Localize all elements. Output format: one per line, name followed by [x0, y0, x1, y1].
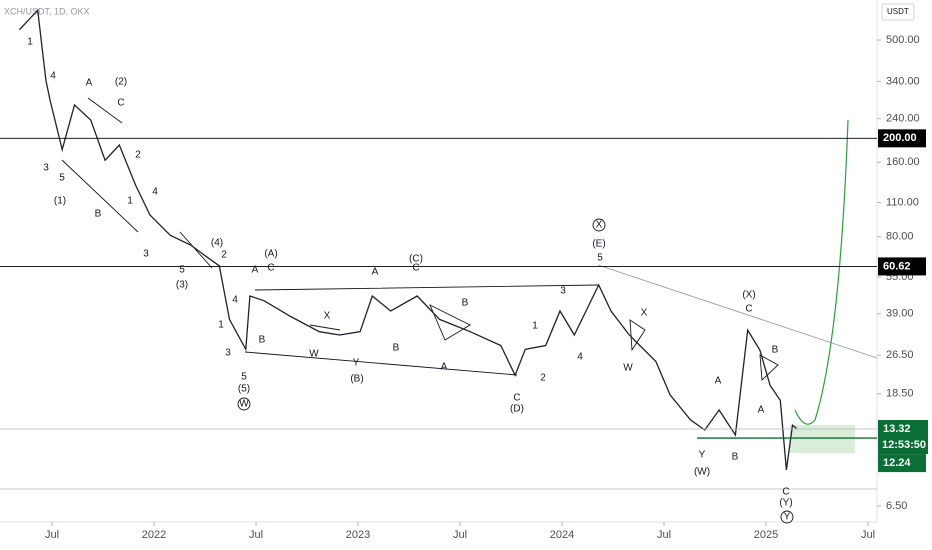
wave-label: A	[715, 376, 722, 387]
wave-label: 4	[232, 295, 238, 306]
wave-label: C	[267, 263, 274, 274]
wave-label: C	[513, 393, 520, 404]
x-tick-label: 2025	[754, 529, 778, 541]
wave-drawings	[61, 97, 779, 381]
wave-label: C	[117, 98, 124, 109]
wave-label: (Y)	[779, 498, 792, 509]
wave-circle	[592, 218, 606, 232]
wave-label: B	[95, 209, 102, 220]
wave-circle	[780, 510, 794, 524]
price-line	[18, 8, 797, 470]
wave-label: 4	[577, 352, 583, 363]
wave-label: (W)	[694, 467, 710, 478]
y-tick-label: 39.00	[886, 308, 914, 320]
x-tick-label: Jul	[453, 529, 467, 541]
x-tick-label: Jul	[861, 529, 875, 541]
x-tick-label: 2024	[550, 529, 574, 541]
level-box	[878, 129, 926, 148]
wave-label: A	[758, 405, 765, 416]
support-box	[878, 454, 926, 473]
wave-label: A	[86, 78, 93, 89]
wave-label: 1	[27, 37, 33, 48]
wave-label: 1	[127, 196, 133, 207]
last-price-label: 13.32	[883, 423, 911, 435]
wave-label: (3)	[176, 280, 188, 291]
y-tick-label: 26.50	[886, 349, 914, 361]
wave-label: B	[462, 298, 469, 309]
wave-label: Y	[699, 450, 706, 461]
level-label: 60.62	[883, 260, 911, 272]
wave-label: X	[324, 311, 331, 322]
wave-label: 3	[225, 348, 231, 359]
wave-label: 5	[59, 173, 65, 184]
wave-label: W	[239, 399, 249, 410]
y-tick-label: 18.50	[886, 388, 914, 400]
x-tick-label: 2023	[346, 529, 370, 541]
wave-label: 3	[143, 249, 149, 260]
projection-path	[794, 119, 849, 425]
wave-label: 2	[540, 373, 546, 384]
target-zone	[790, 425, 855, 453]
ticker-title: XCH/USDT, 1D, OKX	[4, 6, 90, 16]
wave-label: A	[441, 362, 448, 373]
wave-label: A	[252, 265, 259, 276]
y-tick-label: 340.00	[886, 75, 920, 87]
wave-label: X	[596, 220, 603, 231]
wave-label: B	[393, 343, 400, 354]
wave-label: 3	[560, 286, 566, 297]
y-tick-label: 6.50	[886, 500, 907, 512]
wave-label: (5)	[238, 384, 250, 395]
wave-label: 3	[43, 163, 49, 174]
countdown: 12:53:50	[882, 439, 926, 451]
wave-label: 4	[152, 187, 158, 198]
wave-label: C	[412, 263, 419, 274]
wave-label: (A)	[264, 249, 277, 260]
wave-label: (1)	[54, 196, 66, 207]
wave-label: 4	[50, 71, 56, 82]
wave-label: 2	[135, 150, 141, 161]
currency-badge	[881, 3, 915, 21]
y-tick-label: 160.00	[886, 156, 920, 168]
support-label: 12.24	[883, 457, 911, 469]
level-label: 200.00	[883, 132, 917, 144]
x-tick-label: Jul	[249, 529, 263, 541]
wave-label: Y	[784, 512, 791, 523]
wave-label: B	[732, 452, 739, 463]
wave-label: 5	[597, 253, 603, 264]
x-tick-label: Jul	[657, 529, 671, 541]
wave-label: 1	[218, 320, 224, 331]
wave-label: (B)	[350, 374, 363, 385]
wave-label: A	[372, 267, 379, 278]
y-tick-label: 240.00	[886, 113, 920, 125]
level-box	[878, 257, 926, 276]
wave-circle	[237, 397, 251, 411]
last-price-box	[878, 420, 928, 455]
wave-label: 5	[179, 265, 185, 276]
wave-label: Y	[353, 358, 360, 369]
wave-label: (E)	[592, 239, 605, 250]
wave-label: B	[259, 335, 266, 346]
wave-label: W	[309, 349, 319, 360]
wave-label: 2	[221, 250, 227, 261]
wave-label: 1	[532, 321, 538, 332]
x-tick-label: Jul	[45, 529, 59, 541]
wave-label: (C)	[409, 254, 423, 265]
wave-label: C	[745, 304, 752, 315]
currency: USDT	[887, 7, 909, 16]
y-tick-label: 80.00	[886, 231, 914, 243]
wave-label: C	[782, 487, 789, 498]
wave-label: (X)	[742, 290, 755, 301]
wave-label: W	[623, 363, 633, 374]
x-tick-label: 2022	[142, 529, 166, 541]
wave-label: (2)	[115, 77, 127, 88]
wave-label: (4)	[211, 238, 223, 249]
y-tick-label: 500.00	[886, 34, 920, 46]
y-tick-label: 110.00	[886, 196, 919, 208]
wave-label: B	[772, 345, 779, 356]
wave-label: 5	[241, 372, 247, 383]
wave-label: X	[641, 308, 648, 319]
wave-label: (D)	[510, 404, 524, 415]
